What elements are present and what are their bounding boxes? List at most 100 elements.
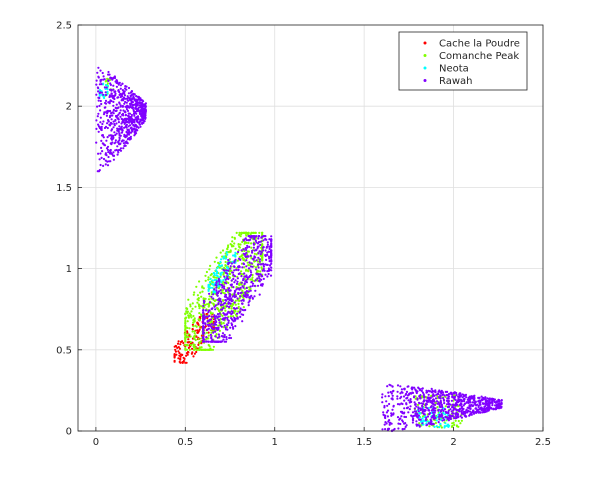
scatter-point <box>222 317 225 320</box>
scatter-point <box>213 288 216 291</box>
scatter-point <box>98 92 101 95</box>
scatter-point <box>407 411 410 414</box>
scatter-point <box>486 404 489 407</box>
scatter-point <box>215 320 218 324</box>
scatter-point <box>399 422 402 426</box>
scatter-point <box>226 316 229 319</box>
scatter-point <box>198 305 201 308</box>
scatter-point <box>217 302 220 305</box>
scatter-point <box>223 275 226 278</box>
scatter-point <box>260 278 263 281</box>
scatter-point <box>224 293 227 297</box>
scatter-point <box>209 312 213 315</box>
scatter-point <box>200 313 203 316</box>
scatter-point <box>256 260 260 263</box>
scatter-point <box>192 319 195 322</box>
scatter-point <box>218 329 221 332</box>
scatter-point <box>419 397 422 400</box>
scatter-point <box>233 260 236 263</box>
scatter-point <box>229 249 232 252</box>
scatter-point <box>240 274 243 278</box>
scatter-point <box>117 128 120 131</box>
scatter-point <box>127 92 130 95</box>
scatter-point <box>485 406 489 409</box>
scatter-point <box>453 396 456 399</box>
scatter-point <box>233 294 236 297</box>
scatter-point <box>392 404 395 407</box>
x-tick-label: 1 <box>272 437 278 448</box>
scatter-point <box>103 106 106 109</box>
scatter-point <box>193 291 196 294</box>
scatter-point <box>184 336 187 339</box>
scatter-point <box>458 392 461 395</box>
scatter-point <box>193 317 196 320</box>
scatter-point <box>448 405 451 408</box>
scatter-point <box>174 348 177 351</box>
scatter-point <box>121 139 124 142</box>
scatter-point <box>381 428 384 431</box>
scatter-point <box>101 142 104 145</box>
scatter-point <box>228 336 231 340</box>
scatter-point <box>225 266 229 269</box>
scatter-point <box>225 295 228 299</box>
scatter-point <box>270 238 273 241</box>
scatter-point <box>130 120 133 123</box>
scatter-point <box>396 395 399 398</box>
scatter-point <box>259 270 262 273</box>
scatter-point <box>409 405 412 408</box>
scatter-point <box>439 423 442 426</box>
scatter-point <box>178 347 181 350</box>
scatter-point <box>187 333 190 336</box>
scatter-point <box>251 276 254 279</box>
scatter-point <box>403 415 406 418</box>
scatter-point <box>118 139 121 142</box>
scatter-point <box>181 340 184 343</box>
scatter-point <box>241 266 244 269</box>
scatter-point <box>222 273 225 276</box>
scatter-point <box>126 138 129 141</box>
scatter-point <box>447 397 450 400</box>
scatter-point <box>141 109 144 112</box>
scatter-point <box>256 277 259 280</box>
scatter-point <box>115 81 118 84</box>
scatter-point <box>397 422 400 425</box>
scatter-point <box>243 283 246 286</box>
scatter-point <box>230 307 233 310</box>
scatter-point <box>198 312 201 315</box>
scatter-point <box>439 405 442 409</box>
scatter-point <box>228 311 231 314</box>
scatter-point <box>115 132 118 135</box>
scatter-point <box>216 275 219 278</box>
scatter-point <box>270 235 273 238</box>
scatter-point <box>383 406 386 409</box>
scatter-point <box>261 269 264 272</box>
scatter-point <box>488 403 491 406</box>
scatter-point <box>396 390 399 393</box>
scatter-point <box>472 401 475 404</box>
scatter-point <box>234 255 237 258</box>
scatter-point <box>192 336 195 339</box>
scatter-point <box>140 110 143 113</box>
scatter-point <box>472 412 476 415</box>
scatter-point <box>207 331 210 334</box>
scatter-point <box>213 317 217 320</box>
scatter-point <box>422 412 425 415</box>
scatter-point <box>230 262 233 265</box>
scatter-point <box>190 310 193 313</box>
scatter-point <box>185 352 189 355</box>
scatter-point <box>403 399 406 402</box>
scatter-point <box>118 132 121 135</box>
scatter-point <box>245 281 248 284</box>
scatter-point <box>213 305 216 308</box>
scatter-point <box>237 249 240 252</box>
scatter-point <box>102 157 106 161</box>
scatter-point <box>247 290 250 293</box>
scatter-point <box>113 90 116 93</box>
scatter-point <box>213 314 216 317</box>
scatter-point <box>227 319 230 322</box>
scatter-point <box>257 252 260 255</box>
scatter-point <box>471 404 474 408</box>
scatter-point <box>418 395 421 398</box>
scatter-point <box>420 402 423 405</box>
scatter-point <box>184 319 187 323</box>
